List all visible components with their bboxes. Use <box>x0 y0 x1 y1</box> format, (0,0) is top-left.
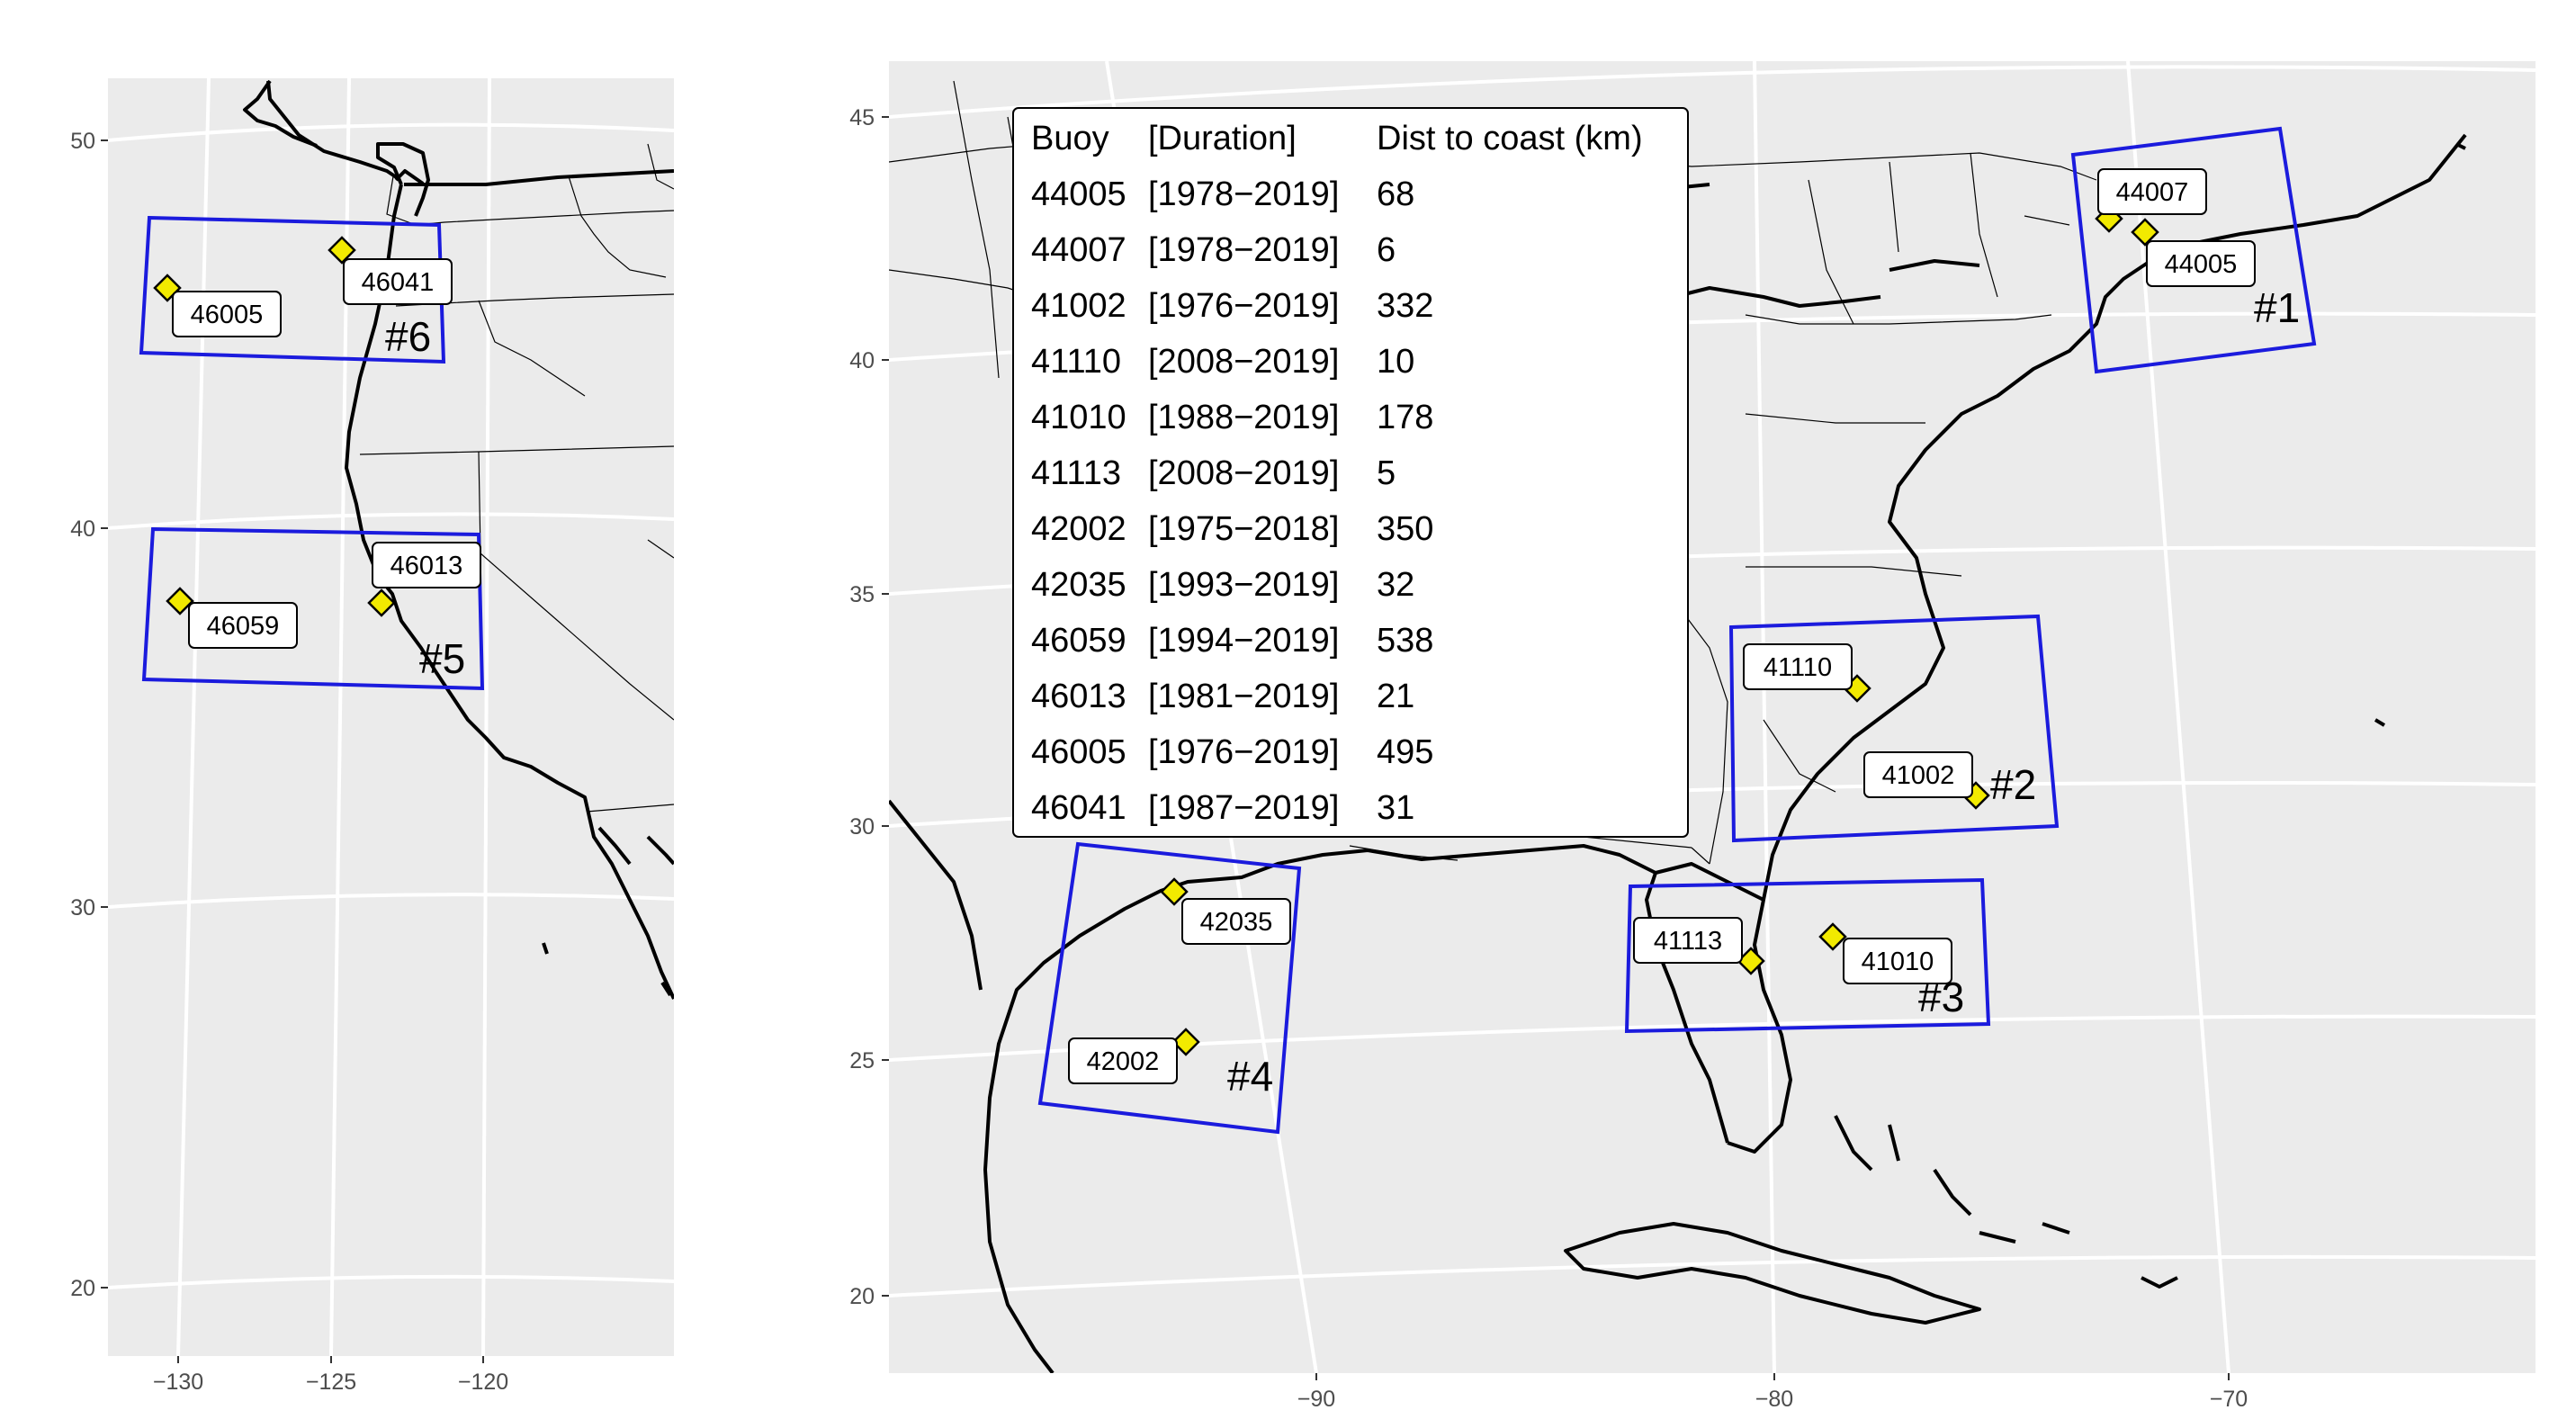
region-2-label: #2 <box>1990 761 2036 808</box>
legend-duration: [1987−2019] <box>1148 789 1339 827</box>
legend-distance: 495 <box>1377 733 1433 771</box>
left-map-panel: #6 #5 46005 46041 46059 46013 50 40 <box>70 78 674 1395</box>
legend-buoy-id: 42002 <box>1031 510 1126 548</box>
region-4-box <box>1037 841 1302 1135</box>
buoy-label-42035: 42035 <box>1200 908 1273 937</box>
legend: Buoy [Duration] Dist to coast (km) 44005… <box>1012 107 1689 838</box>
buoy-marker-41010 <box>1818 922 1847 951</box>
right-y-tick-25: 25 <box>849 1048 875 1073</box>
right-y-tick-35: 35 <box>849 582 875 607</box>
legend-distance: 10 <box>1377 343 1414 381</box>
region-2-box <box>1728 614 2060 843</box>
legend-buoy-id: 41010 <box>1031 399 1126 436</box>
legend-header-buoy: Buoy <box>1031 120 1109 157</box>
right-y-axis: 45 40 35 30 25 20 <box>849 105 889 1309</box>
buoy-label-44005: 44005 <box>2165 250 2238 279</box>
left-x-tick-125: −125 <box>306 1370 356 1395</box>
right-y-tick-30: 30 <box>849 814 875 840</box>
buoy-marker-46059 <box>166 587 194 615</box>
region-boxes-right <box>1037 126 2317 1135</box>
legend-buoy-id: 46013 <box>1031 678 1126 715</box>
legend-duration: [1976−2019] <box>1148 287 1339 325</box>
legend-buoy-id: 46005 <box>1031 733 1126 771</box>
legend-buoy-id: 41110 <box>1031 343 1121 381</box>
region-4-label: #4 <box>1227 1053 1273 1100</box>
buoy-label-41110: 41110 <box>1764 653 1832 682</box>
buoy-label-41002: 41002 <box>1882 761 1955 790</box>
buoy-marker-44005 <box>2131 218 2159 247</box>
region-3-box <box>1624 877 1991 1034</box>
right-map-panel: #1 #2 #3 #4 44007 44005 41110 41002 4111… <box>849 61 2536 1412</box>
legend-buoy-id: 42035 <box>1031 566 1126 604</box>
legend-distance: 32 <box>1377 566 1414 604</box>
legend-header-duration: [Duration] <box>1148 120 1297 157</box>
legend-header-distance: Dist to coast (km) <box>1377 120 1643 157</box>
legend-distance: 332 <box>1377 287 1433 325</box>
left-buoy-labels: 46005 46041 46059 46013 <box>172 258 481 649</box>
buoy-label-46041: 46041 <box>362 268 435 297</box>
legend-duration: [1993−2019] <box>1148 566 1339 604</box>
legend-duration: [1978−2019] <box>1148 231 1339 269</box>
legend-buoy-id: 46059 <box>1031 622 1126 660</box>
buoy-marker-42035 <box>1160 877 1189 906</box>
buoy-marker-46041 <box>328 236 356 265</box>
legend-distance: 6 <box>1377 231 1396 269</box>
legend-duration: [2008−2019] <box>1148 454 1339 492</box>
legend-buoy-id: 44005 <box>1031 175 1126 213</box>
buoy-label-42002: 42002 <box>1087 1047 1160 1076</box>
right-buoy-labels: 44007 44005 41110 41002 41113 41010 4203… <box>1068 168 2256 1084</box>
legend-distance: 178 <box>1377 399 1433 436</box>
right-y-tick-40: 40 <box>849 348 875 373</box>
legend-buoy-id: 46041 <box>1031 789 1126 827</box>
right-y-tick-20: 20 <box>849 1284 875 1309</box>
buoy-label-46059: 46059 <box>207 612 280 641</box>
legend-distance: 31 <box>1377 789 1414 827</box>
legend-duration: [1981−2019] <box>1148 678 1339 715</box>
left-x-tick-130: −130 <box>153 1370 203 1395</box>
left-x-axis: −130 −125 −120 <box>153 1356 508 1395</box>
legend-rows: 44005 [1978−2019] 68 44007 [1978−2019] 6 41002… <box>1031 175 1433 827</box>
region-1-label: #1 <box>2254 284 2300 331</box>
left-y-tick-50: 50 <box>70 129 95 154</box>
buoy-marker-46013 <box>367 588 396 617</box>
left-y-tick-40: 40 <box>70 516 95 542</box>
legend-distance: 5 <box>1377 454 1396 492</box>
legend-duration: [1988−2019] <box>1148 399 1339 436</box>
buoy-label-46013: 46013 <box>390 552 463 580</box>
legend-buoy-id: 41002 <box>1031 287 1126 325</box>
region-5-label: #5 <box>419 635 465 682</box>
right-x-axis: −90 −80 −70 <box>1297 1373 2248 1412</box>
left-graticule <box>108 78 674 1356</box>
legend-buoy-id: 41113 <box>1031 454 1121 492</box>
legend-duration: [2008−2019] <box>1148 343 1339 381</box>
right-x-tick-90: −90 <box>1297 1387 1335 1412</box>
legend-buoy-id: 44007 <box>1031 231 1126 269</box>
left-y-axis: 50 40 30 20 <box>70 129 108 1301</box>
right-x-tick-70: −70 <box>2210 1387 2248 1412</box>
legend-duration: [1978−2019] <box>1148 175 1339 213</box>
legend-distance: 68 <box>1377 175 1414 213</box>
buoy-label-41113: 41113 <box>1654 927 1722 956</box>
left-x-tick-120: −120 <box>458 1370 508 1395</box>
legend-distance: 538 <box>1377 622 1433 660</box>
buoy-label-46005: 46005 <box>191 301 264 329</box>
region-boxes-left <box>139 215 485 691</box>
buoy-label-41010: 41010 <box>1862 948 1934 976</box>
region-5-box <box>141 526 485 691</box>
legend-distance: 350 <box>1377 510 1433 548</box>
buoy-label-44007: 44007 <box>2116 178 2189 207</box>
legend-distance: 21 <box>1377 678 1414 715</box>
legend-duration: [1976−2019] <box>1148 733 1339 771</box>
buoy-marker-42002 <box>1171 1028 1200 1056</box>
right-y-tick-45: 45 <box>849 105 875 130</box>
legend-duration: [1994−2019] <box>1148 622 1339 660</box>
region-6-label: #6 <box>385 313 431 360</box>
region-6-box <box>139 215 446 364</box>
region-1-box <box>2070 126 2317 374</box>
left-y-tick-30: 30 <box>70 895 95 921</box>
right-x-tick-80: −80 <box>1755 1387 1793 1412</box>
legend-duration: [1975−2018] <box>1148 510 1339 548</box>
left-y-tick-20: 20 <box>70 1276 95 1301</box>
